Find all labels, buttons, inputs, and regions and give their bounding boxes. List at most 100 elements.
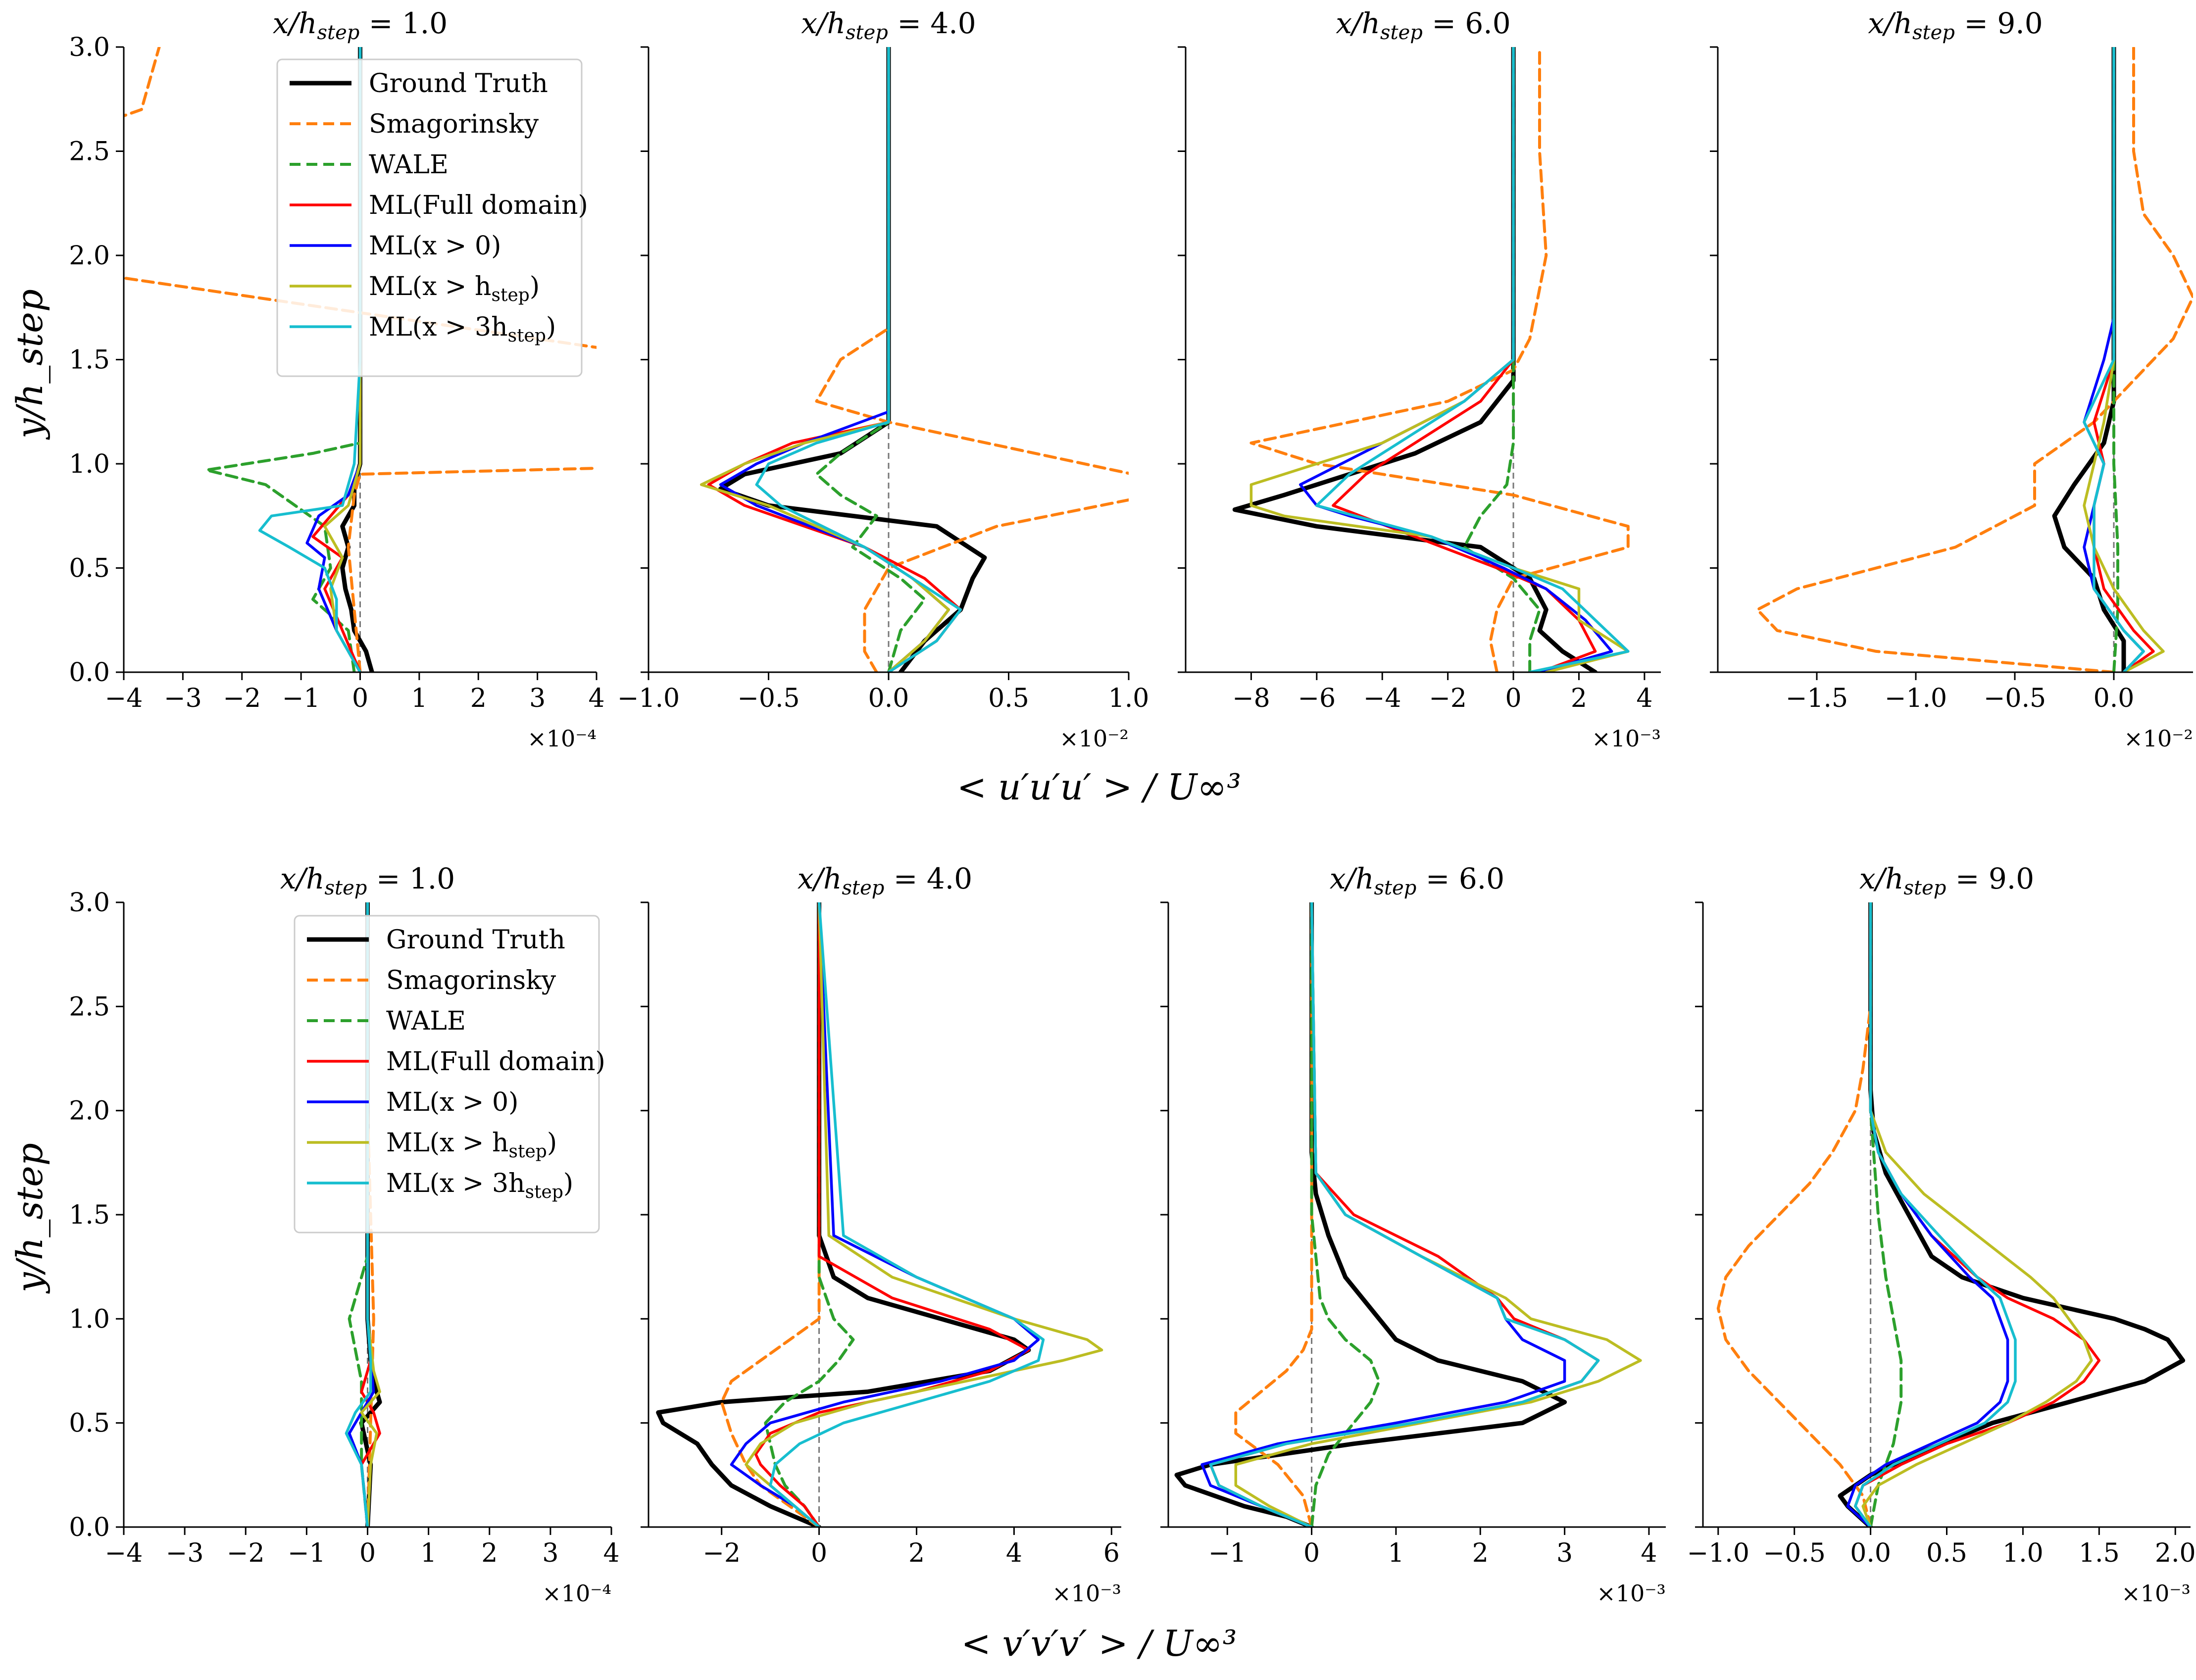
r2-p1-xtick-label: −3 (166, 1538, 204, 1568)
r2-p1-panel: x/hstep = 1.0 −4 −3 −2 −1 0 1 2 3 4 ×10⁻⁴ 0.0 0.5 1.0… (69, 862, 619, 1607)
r2-p2-series-ground-truth (656, 902, 1031, 1527)
r2-p3-series-smagorinsky (1234, 902, 1313, 1527)
r1-p2-xtick-label: 1.0 (1108, 684, 1149, 713)
r1-p3-xtick-label: −8 (1232, 684, 1270, 713)
row1-xlabel: < u′u′u′ > / U∞³ (957, 766, 1241, 808)
r2-p1-xtick-label: 1 (420, 1538, 437, 1568)
r2-p1-title: x/hstep = 1.0 (280, 862, 455, 899)
r2-p3-x-multiplier: ×10⁻³ (1597, 1580, 1666, 1607)
r1-legend: Ground Truth Smagorinsky WALE ML(Full domai… (276, 58, 588, 377)
r1-p1-xtick-label: −4 (105, 684, 143, 713)
r2-p3-series-ml-x-0 (1200, 902, 1566, 1527)
r1-p3-series-ml-x-h-step (1249, 47, 1630, 672)
r1-p4-xtick-label: −0.5 (1984, 684, 2046, 713)
r1-p3-series-group (1232, 47, 1630, 672)
r1-p1-xtick-label: 3 (529, 684, 546, 713)
r2-legend-label-wale: WALE (386, 1006, 466, 1036)
r2-legend-label-ml-x-0: ML(x > 0) (386, 1087, 518, 1117)
r1-p3-xtick-label: 2 (1571, 684, 1587, 713)
r2-p1-ytick-label: 0.5 (69, 1409, 110, 1438)
r2-p1-ytick-label: 1.5 (69, 1200, 110, 1230)
r1-p2-panel: x/hstep = 4.0 −1.0 −0.5 0.0 0.5 1.0 ×10⁻² (617, 6, 1149, 752)
r1-legend-label-ml-x-3h-step: ML(x > 3hstep) (369, 312, 556, 346)
r1-p2-series-smagorinsky (815, 47, 1129, 672)
r2-p2-series-ml-x-3h-step (769, 902, 1045, 1527)
r2-p4-xtick-label: 0.0 (1850, 1538, 1891, 1568)
r2-legend-label-ml-x-h-step: ML(x > hstep) (386, 1128, 557, 1162)
r1-p1-xtick-label: −1 (282, 684, 320, 713)
r1-p3-series-ml-full-domain (1332, 47, 1597, 672)
r2-p2-xtick-label: 4 (1006, 1538, 1022, 1568)
r2-p1-ytick-label: 2.5 (69, 992, 110, 1022)
r2-p4-series-ml-full-domain (1854, 902, 2101, 1527)
r1-legend-label-ml-full-domain: ML(Full domain) (369, 191, 588, 220)
r1-legend-label-ml-x-h-step: ML(x > hstep) (369, 272, 540, 305)
r2-p2-series-group (656, 902, 1103, 1527)
r2-p2-series-ml-full-domain (754, 902, 1030, 1527)
r1-p1-ytick-label: 1.5 (69, 346, 110, 375)
r2-p3-xtick-label: −1 (1208, 1538, 1247, 1568)
r2-p4-xtick-label: −0.5 (1763, 1538, 1826, 1568)
r1-p3-series-smagorinsky (1249, 47, 1630, 672)
r1-p3-series-ml-x-3h-step (1315, 47, 1630, 672)
r1-p3-series-ml-x-0 (1298, 47, 1613, 672)
r2-p1-xtick-label: −1 (288, 1538, 326, 1568)
r1-p2-series-ml-x-h-step (699, 47, 950, 672)
r2-p2-title: x/hstep = 4.0 (798, 862, 972, 899)
r1-p3-panel: x/hstep = 6.0 −8 −6 −4 −2 0 2 4 ×10⁻³ (1178, 6, 1661, 752)
r2-p1-series-wale (348, 902, 369, 1527)
r2-p4-xtick-label: −1.0 (1687, 1538, 1749, 1568)
r1-legend-label-smagorinsky: Smagorinsky (369, 109, 539, 139)
r1-p3-xtick-label: 0 (1505, 684, 1522, 713)
r1-p2-xtick-label: −1.0 (617, 684, 680, 713)
r1-p4-xtick-label: −1.5 (1786, 684, 1848, 713)
r1-p1-ytick-label: 3.0 (69, 33, 110, 62)
r2-p1-series-ml-x-3h-step (345, 902, 372, 1527)
r2-p1-xtick-label: −2 (227, 1538, 265, 1568)
r1-legend-label-ml-x-0: ML(x > 0) (369, 231, 501, 261)
r1-p2-series-ml-x-3h-step (755, 47, 962, 672)
r1-legend-label-wale: WALE (369, 150, 449, 180)
r1-p2-title: x/hstep = 4.0 (801, 6, 976, 44)
r2-p1-ytick-label: 0.0 (69, 1513, 110, 1542)
r2-p2-series-ml-x-h-step (745, 902, 1103, 1527)
r1-p1-ytick-label: 0.0 (69, 658, 110, 688)
r2-p3-panel: x/hstep = 6.0 −1 0 1 2 3 4 ×10⁻³ (1160, 862, 1666, 1607)
r1-p1-series-wale (205, 47, 362, 672)
r1-p2-series-ml-full-domain (707, 47, 962, 672)
r2-p1-xtick-label: 0 (359, 1538, 376, 1568)
r1-p3-x-multiplier: ×10⁻³ (1592, 725, 1661, 752)
r1-p3-xtick-label: −6 (1298, 684, 1336, 713)
r2-p3-xtick-label: 3 (1556, 1538, 1573, 1568)
r2-p1-series-smagorinsky (366, 902, 375, 1527)
r2-legend-label-smagorinsky: Smagorinsky (386, 966, 556, 995)
r1-p3-xtick-label: −2 (1429, 684, 1467, 713)
r1-p4-series-smagorinsky (1756, 47, 2193, 672)
row2-ylabel: y/h_step (9, 1143, 50, 1294)
r2-p1-xtick-label: −4 (105, 1538, 143, 1568)
r1-p4-panel: x/hstep = 9.0 −1.5 −1.0 −0.5 0.0 ×10⁻² (1710, 6, 2193, 752)
r2-p1-ytick-label: 3.0 (69, 888, 110, 918)
r2-p2-xtick-label: 6 (1103, 1538, 1120, 1568)
r1-p1-series-ml-x-h-step (323, 47, 362, 672)
r2-legend-label-ml-full-domain: ML(Full domain) (386, 1047, 605, 1077)
r1-p1-series-group (124, 47, 597, 672)
r2-p4-series-group (1716, 902, 2186, 1527)
r1-p1-xtick-label: 4 (588, 684, 604, 713)
r2-p1-ytick-label: 1.0 (69, 1304, 110, 1334)
r1-p4-series-ml-x-h-step (2083, 47, 2165, 672)
r2-p4-series-ml-x-3h-step (1854, 902, 2017, 1527)
r1-p1-title: x/hstep = 1.0 (273, 6, 448, 44)
r1-p2-x-multiplier: ×10⁻² (1059, 725, 1129, 752)
r2-p3-xtick-label: 4 (1641, 1538, 1657, 1568)
r1-p2-series-wale (815, 47, 926, 672)
r2-p1-series-group (345, 902, 382, 1527)
r2-p2-panel: x/hstep = 4.0 −2 0 2 4 6 ×10⁻³ (641, 862, 1121, 1607)
r1-p2-xtick-label: 0.5 (988, 684, 1029, 713)
r2-p3-series-ml-x-3h-step (1209, 902, 1600, 1527)
r1-p2-series-ground-truth (718, 47, 987, 672)
r2-legend-label-ground-truth: Ground Truth (386, 925, 565, 955)
r1-p4-x-multiplier: ×10⁻² (2124, 725, 2193, 752)
r1-p2-xtick-label: −0.5 (737, 684, 799, 713)
r2-p2-series-smagorinsky (720, 902, 821, 1527)
